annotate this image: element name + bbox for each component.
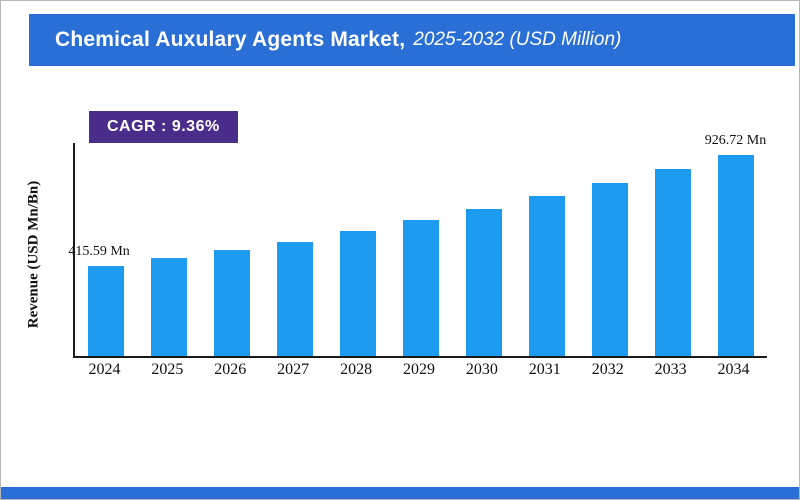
- plot-area: 415.59 Mn 926.72 Mn: [68, 133, 767, 358]
- bar-group: [515, 143, 578, 356]
- bar-group: [327, 143, 390, 356]
- x-tick-2025: 2025: [151, 361, 184, 378]
- x-tick-2034: 2034: [717, 361, 750, 378]
- y-axis-label: Revenue (USD Mn/Bn): [25, 180, 42, 329]
- bar-2032: [591, 183, 628, 356]
- x-axis-ticks: 2024 2025 2026 2027 2028 2029 2030 2031 2032 2033…: [73, 361, 765, 379]
- bar-group: [452, 143, 515, 356]
- bar-group: [578, 143, 641, 356]
- chart-subtitle: 2025-2032 (USD Million): [413, 29, 622, 50]
- bar-group: 926.72 Mn: [704, 133, 767, 356]
- bar-group: [138, 143, 201, 356]
- bar-group: [201, 143, 264, 356]
- x-tick-2027: 2027: [277, 361, 310, 378]
- bar-2024: [88, 265, 125, 356]
- bar-group: [264, 143, 327, 356]
- bar-value-label: 926.72 Mn: [704, 132, 767, 148]
- bar-2025: [151, 257, 188, 356]
- bar-2034: [717, 154, 754, 356]
- x-tick-2026: 2026: [214, 361, 247, 378]
- bar-2033: [654, 169, 691, 356]
- bar-2031: [528, 196, 565, 356]
- x-tick-2032: 2032: [591, 361, 624, 378]
- bar-2030: [465, 209, 502, 356]
- bar-group: [641, 143, 704, 356]
- x-tick-2033: 2033: [654, 361, 687, 378]
- cagr-badge: CAGR : 9.36%: [89, 111, 238, 143]
- chart-title: Chemical Auxulary Agents Market,: [55, 28, 406, 51]
- bar-group: [390, 143, 453, 356]
- x-tick-2030: 2030: [465, 361, 498, 378]
- bar-group: 415.59 Mn: [68, 143, 138, 356]
- bar-2028: [340, 230, 377, 356]
- x-tick-2031: 2031: [528, 361, 561, 378]
- footer-band: [1, 487, 799, 499]
- bar-2029: [402, 219, 439, 356]
- x-tick-2029: 2029: [402, 361, 435, 378]
- x-tick-2028: 2028: [340, 361, 373, 378]
- bar-2027: [277, 241, 314, 356]
- x-tick-2024: 2024: [88, 361, 121, 378]
- cagr-badge-label: CAGR : 9.36%: [107, 118, 220, 135]
- bars-container: 415.59 Mn 926.72 Mn: [68, 133, 767, 356]
- bar-value-label: 415.59 Mn: [68, 243, 130, 259]
- bar-2026: [214, 249, 251, 356]
- chart-title-bar: Chemical Auxulary Agents Market, 2025-20…: [29, 14, 795, 66]
